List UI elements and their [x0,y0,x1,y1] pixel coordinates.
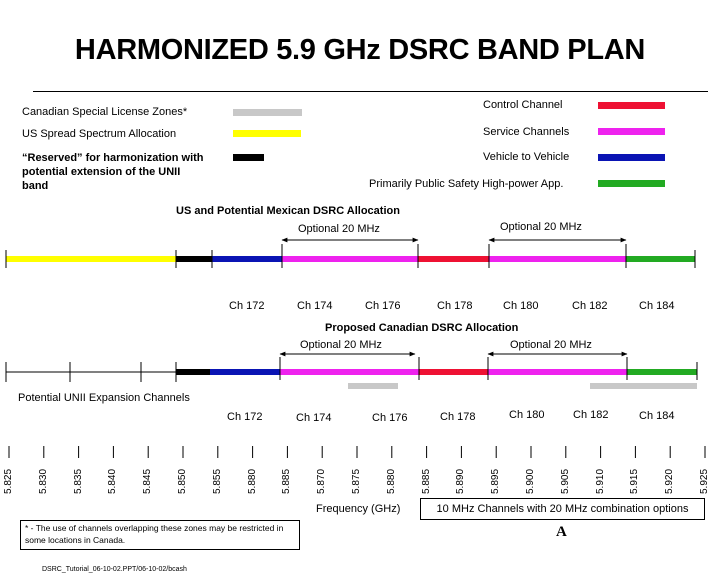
canada-section-title: Proposed Canadian DSRC Allocation [325,322,519,334]
frequency-tick-label: 5.910 [594,468,606,494]
axis-label: Frequency (GHz) [316,503,401,515]
canada-ch-174: Ch 174 [296,412,332,424]
legend-control-label: Control Channel [483,99,563,111]
frequency-tick-label: 5.900 [525,468,536,494]
canada-ch-180: Ch 180 [509,409,545,421]
file-name: DSRC_Tutorial_06-10-02.PPT/06-10-02/bcas… [42,566,187,573]
footnote: * - The use of channels overlapping thes… [20,520,300,550]
legend-public-safety-label: Primarily Public Safety High-power App. [369,178,564,190]
frequency-tick-label: 5.830 [37,468,49,494]
legend-public-safety-swatch [598,180,665,187]
frequency-tick-label: 5.835 [72,468,84,494]
legend-service-label: Service Channels [483,126,570,138]
frequency-tick-label: 5.895 [490,468,502,494]
canada-optional-left: Optional 20 MHz [300,339,382,351]
page-letter: A [556,524,567,540]
page-title: HARMONIZED 5.9 GHz DSRC BAND PLAN [74,34,646,66]
frequency-tick-label: 5.845 [142,468,154,494]
us-section-title: US and Potential Mexican DSRC Allocation [176,205,400,217]
canada-ch-178: Ch 178 [440,411,476,423]
frequency-tick-label: 5.870 [316,468,328,494]
frequency-tick-label: 5.875 [351,468,362,494]
frequency-tick-label: 5.925 [699,468,710,494]
canada-ch-176: Ch 176 [372,412,408,424]
frequency-tick-label: 5.880 [246,468,258,494]
frequency-tick-label: 5.905 [559,468,571,494]
frequency-tick-label: 5.855 [211,468,223,494]
us-ch-176: Ch 176 [365,300,401,312]
frequency-tick-label: 5.840 [107,468,119,494]
frequency-tick-label: 5.920 [664,468,676,494]
us-ch-178: Ch 178 [437,300,473,312]
canada-optional-right: Optional 20 MHz [510,339,592,351]
frequency-tick-label: 5.885 [420,468,432,494]
frequency-tick-label: 5.885 [281,468,293,494]
frequency-tick-label: 5.850 [177,468,188,494]
us-optional-right: Optional 20 MHz [500,221,582,233]
frequency-tick-label: 5.880 [385,468,397,494]
canada-ch-182: Ch 182 [573,409,609,421]
legend-reserved-label: “Reserved” for harmonization with potent… [22,152,204,192]
us-optional-left: Optional 20 MHz [298,223,380,235]
legend-v2v-label: Vehicle to Vehicle [483,151,570,163]
legend-canadian-label: Canadian Special License Zones* [22,106,188,118]
frequency-tick-label: 5.825 [3,468,14,494]
legend-service-swatch [598,128,665,135]
legend-canadian-swatch [233,109,302,116]
unii-expansion-label: Potential UNII Expansion Channels [18,392,190,404]
us-ch-182: Ch 182 [572,300,608,312]
channel-combination-note: 10 MHz Channels with 20 MHz combination … [420,498,705,520]
legend-control-swatch [598,102,665,109]
canada-ch-184: Ch 184 [639,410,675,422]
us-ch-184: Ch 184 [639,300,675,312]
legend-us-spread-label: US Spread Spectrum Allocation [22,128,177,140]
us-ch-174: Ch 174 [297,300,333,312]
legend-reserved-swatch [233,154,264,161]
legend-v2v-swatch [598,154,665,161]
title-rule [33,91,708,92]
legend-us-spread-swatch [233,130,301,137]
frequency-tick-label: 5.915 [629,468,641,494]
frequency-tick-label: 5.890 [455,468,467,494]
us-ch-172: Ch 172 [229,300,265,312]
canada-ch-172: Ch 172 [227,411,263,423]
us-ch-180: Ch 180 [503,300,539,312]
